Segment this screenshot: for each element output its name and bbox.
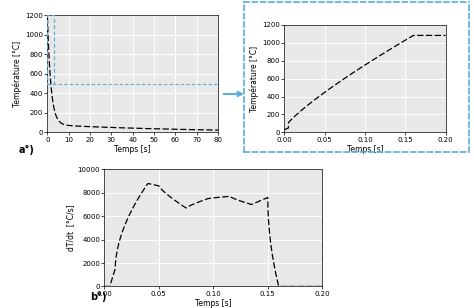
Y-axis label: Température [°C]: Température [°C] [13,41,22,107]
Y-axis label: dT/dt  [°C/s]: dT/dt [°C/s] [66,205,75,251]
Text: a°): a°) [19,145,35,155]
Y-axis label: Température [°C]: Température [°C] [250,46,259,111]
X-axis label: Temps [s]: Temps [s] [114,145,151,154]
X-axis label: Temps [s]: Temps [s] [195,299,232,308]
Text: b°): b°) [90,292,107,302]
X-axis label: Temps [s]: Temps [s] [346,145,383,154]
Bar [47,15,54,84]
